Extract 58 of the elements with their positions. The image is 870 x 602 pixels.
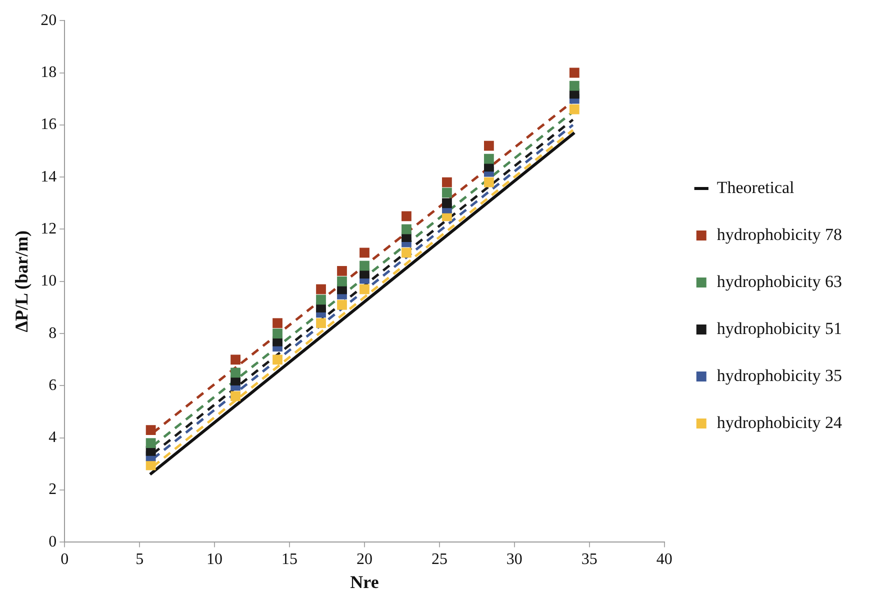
point xyxy=(337,266,347,276)
y-tick-label: 10 xyxy=(40,272,57,290)
x-tick-label: 25 xyxy=(431,551,448,568)
legend-label: hydrophobicity 63 xyxy=(716,272,842,291)
y-tick-label: 12 xyxy=(40,220,57,238)
y-tick-label: 8 xyxy=(48,324,57,342)
x-tick-label: 20 xyxy=(356,551,372,568)
y-tick-label: 0 xyxy=(48,533,57,550)
point xyxy=(272,354,282,365)
point xyxy=(360,248,370,258)
point xyxy=(360,260,370,271)
y-tick-label: 6 xyxy=(48,376,57,394)
legend-label: hydrophobicity 78 xyxy=(716,224,842,244)
point xyxy=(569,104,580,114)
point xyxy=(316,294,326,305)
point xyxy=(230,391,240,402)
point xyxy=(230,368,240,378)
y-tick-label: 16 xyxy=(40,116,57,134)
point xyxy=(337,276,347,286)
y-tick-label: 2 xyxy=(48,481,57,498)
legend-label: hydrophobicity 35 xyxy=(716,366,842,385)
x-tick-label: 5 xyxy=(136,551,144,568)
x-tick-label: 35 xyxy=(581,551,598,568)
point xyxy=(272,318,282,328)
legend-label: hydrophobicity 24 xyxy=(716,412,842,432)
point xyxy=(402,248,412,258)
point xyxy=(272,328,282,339)
y-tick-label: 20 xyxy=(40,12,57,29)
x-axis-title: Nre xyxy=(350,572,379,592)
y-tick-label: 14 xyxy=(40,168,57,186)
point xyxy=(402,224,412,234)
point xyxy=(146,460,156,470)
x-tick-label: 15 xyxy=(282,551,298,568)
point xyxy=(442,188,452,198)
point xyxy=(337,300,347,310)
legend-label: Theoretical xyxy=(716,178,795,197)
y-tick-label: 4 xyxy=(48,429,57,446)
point xyxy=(484,154,494,164)
y-tick-label: 18 xyxy=(40,64,57,81)
point xyxy=(360,284,370,294)
legend-label: hydrophobicity 51 xyxy=(716,318,842,338)
point xyxy=(442,198,452,208)
point xyxy=(569,68,580,78)
point xyxy=(316,284,326,294)
point xyxy=(402,211,412,222)
y-axis-title: ΔP/L (bar/m) xyxy=(11,230,32,332)
point xyxy=(230,354,240,365)
point xyxy=(442,177,452,188)
point xyxy=(146,425,156,436)
point xyxy=(484,140,494,151)
point xyxy=(146,438,156,448)
x-tick-label: 0 xyxy=(60,551,69,568)
point xyxy=(316,318,326,328)
point xyxy=(569,80,580,91)
x-tick-label: 10 xyxy=(206,551,223,568)
point xyxy=(484,177,494,188)
x-tick-label: 40 xyxy=(656,551,672,568)
x-tick-label: 30 xyxy=(506,551,522,568)
